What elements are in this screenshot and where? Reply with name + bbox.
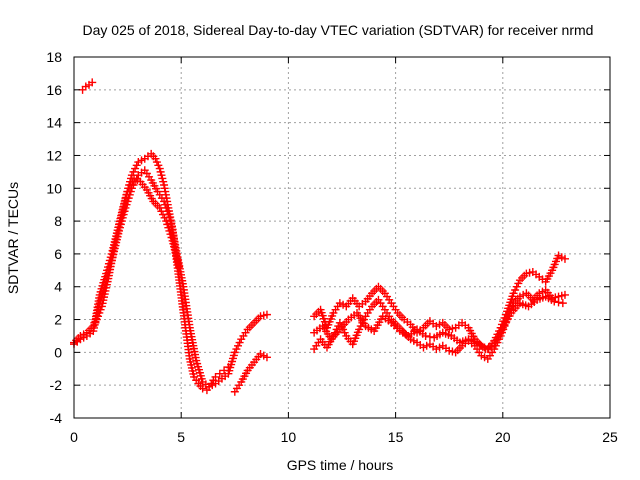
data-point [262,353,271,362]
y-tick-label: 6 [54,246,62,262]
series-segment-a [78,78,97,94]
data-point [421,331,430,340]
series-segment-c [70,166,271,391]
x-tick-label: 5 [177,429,185,445]
y-tick-label: 4 [54,279,62,295]
y-tick-label: -4 [50,410,63,426]
data-point-marker [554,298,563,307]
x-tick-label: 15 [388,429,404,445]
y-tick-label: 18 [46,49,62,65]
data-point [88,78,97,87]
y-axis-label: SDTVAR / TECUs [5,182,21,294]
series-segment-d [91,174,184,327]
data-point [558,299,567,308]
data-point [215,369,224,378]
y-tick-label: 10 [46,180,62,196]
chart-title: Day 025 of 2018, Sidereal Day-to-day VTE… [83,22,594,38]
x-tick-label: 10 [281,429,297,445]
y-tick-label: -2 [50,377,63,393]
series-segment-h [310,292,567,354]
x-tick-label: 20 [495,429,511,445]
y-tick-label: 16 [46,82,62,98]
series-segment-e [230,350,271,396]
y-tick-label: 8 [54,213,62,229]
data-point [175,263,184,272]
data-point [560,290,569,299]
y-tick-label: 0 [54,344,62,360]
data-point [560,254,569,263]
axis-ticks: 0 5 10 15 20 25 -4 -2 0 2 4 6 8 10 12 14 16 18 [46,49,618,445]
data-points [70,78,569,396]
data-point [550,297,559,306]
y-tick-label: 14 [46,115,62,131]
data-point [262,310,271,319]
x-tick-label: 0 [70,429,78,445]
grid-lines [74,57,610,418]
plot-frame [73,56,611,419]
x-axis-label: GPS time / hours [287,457,394,473]
data-point-marker [425,332,434,341]
y-tick-label: 2 [54,312,62,328]
x-tick-label: 25 [602,429,618,445]
y-tick-label: 12 [46,147,62,163]
